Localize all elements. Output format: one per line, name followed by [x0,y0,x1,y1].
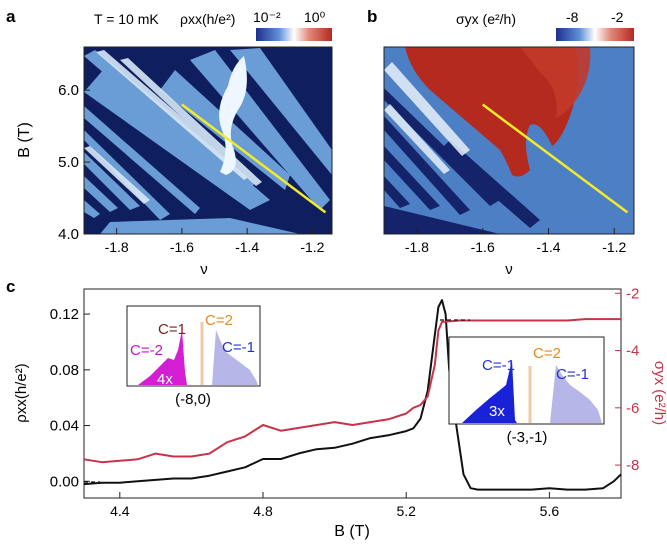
y-tick-label: 0.08 [50,362,79,379]
panel-c-frame [83,288,622,499]
panel-c-series [83,299,622,491]
y-tick-label: 6.0 [58,82,79,99]
inset-left-c1: C=1 [158,321,186,338]
panel-b-xlabel: ν [505,261,513,278]
panel-c-ylabel: ρxx(h/e²) [13,363,30,422]
inset-left-magnification: 4x [157,371,173,388]
panel-a-axes: -1.8 -1.6 -1.4 -1.2 4.0 5.0 6.0 [58,82,325,255]
panel-a-xlabel: ν [200,261,208,278]
inset-left-caption: (-8,0) [175,391,211,408]
temperature-annotation: T = 10 mK [94,11,159,27]
panel-a-frame [83,46,333,235]
y-tick-label: 0.12 [50,306,79,323]
line-cut-b [481,103,629,214]
inset-right-cm1-left: C=-1 [482,357,515,374]
colorbar-b-label: σyx (e²/h) [456,11,516,27]
inset-left-light-band [212,330,258,385]
heatmap-b [384,47,634,234]
x-tick-label: -1.4 [235,239,259,255]
panel-label-a: a [6,7,16,26]
inset-left-filled-band [138,330,187,385]
x-tick-label: 4.8 [253,503,273,519]
inset-left-c2: C=2 [205,312,233,329]
panel-b-axes: -1.8 -1.6 -1.4 -1.2 [405,228,627,255]
x-tick-label: -1.6 [170,239,194,255]
x-tick-label: 5.2 [396,503,416,519]
panel-c-xlabel: B (T) [334,523,370,540]
y2-tick-label: -2 [626,285,639,302]
panel-label-c: c [6,277,15,296]
inset-right-filled-band [462,360,517,423]
inset-right-light-band [550,365,602,423]
x-tick-label: -1.2 [300,239,324,255]
panel-b: b σyx (e²/h) -8 -2 -1.8 -1.6 -1.4 -1.2 [367,7,635,278]
inset-left-cm1: C=-1 [222,339,255,356]
colorbar-a-max-label: 10⁰ [304,9,326,25]
sigma-yx-line [83,318,621,464]
y-tick-label: 5.0 [58,154,79,171]
inset-left: C=1 C=2 C=-2 C=-1 4x (-8,0) [126,305,261,408]
panel-a-ylabel: B (T) [16,122,33,158]
y2-tick-label: -6 [626,400,639,417]
panel-b-frame [383,46,635,235]
x-tick-label: -1.6 [471,239,495,255]
x-tick-label: 4.4 [110,503,130,519]
colorbar-a-min-label: 10⁻² [253,9,281,25]
inset-right-cm1-right: C=-1 [556,366,589,383]
x-tick-label: 5.6 [540,503,560,519]
colorbar-b-min-label: -8 [566,9,579,25]
panel-c-y2label: σyx (e²/h) [651,361,667,425]
colorbar-a [256,28,332,41]
colorbar-b-max-label: -2 [611,9,624,25]
panel-label-b: b [367,7,377,26]
panel-a: a T = 10 mK ρxx(h/e²) 10⁻² 10⁰ [6,7,333,278]
y-tick-label: 0.00 [50,473,79,490]
inset-right-magnification: 3x [489,403,505,420]
colorbar-b [556,28,634,41]
x-tick-label: -1.2 [602,239,626,255]
y2-tick-label: -8 [626,457,639,474]
inset-left-cm2: C=-2 [130,342,163,359]
y-tick-label: 4.0 [58,226,79,243]
panel-c: c 4.4 4.8 5.2 5.6 0.00 0.04 0.08 0.12 -8 -6 -4 -2 B… [6,277,667,540]
x-tick-label: -1.8 [405,239,429,255]
y-tick-label: 0.04 [50,418,79,435]
inset-right: C=-1 C=2 C=-1 3x (-3,-1) [448,336,605,446]
y2-tick-label: -4 [626,343,639,360]
colorbar-a-label: ρxx(h/e²) [180,11,235,27]
x-tick-label: -1.8 [105,239,129,255]
x-tick-label: -1.4 [536,239,560,255]
inset-right-caption: (-3,-1) [507,429,548,446]
inset-right-c2: C=2 [533,345,561,362]
heatmap-a [84,47,332,234]
panel-c-axes: 4.4 4.8 5.2 5.6 0.00 0.04 0.08 0.12 -8 -6 -4 -2 [50,285,640,519]
rho-xx-line [83,299,622,491]
line-cut-a [181,103,327,214]
